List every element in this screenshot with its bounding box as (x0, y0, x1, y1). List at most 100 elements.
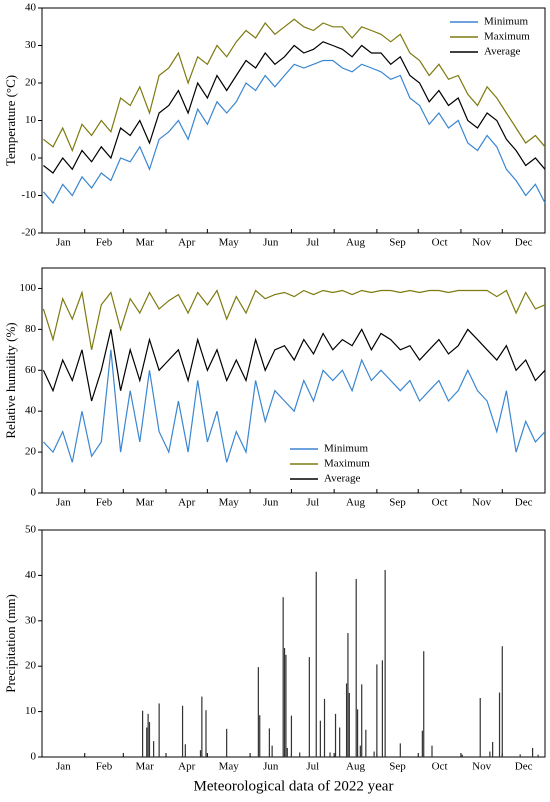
x-tick-label: Jan (56, 761, 71, 773)
y-tick-label: 0 (31, 751, 37, 763)
y-tick-label: 20 (25, 446, 37, 458)
bar (489, 751, 491, 757)
y-tick-label: -20 (21, 227, 36, 239)
y-tick-label: 60 (25, 364, 37, 376)
x-tick-label: Aug (346, 761, 365, 773)
x-tick-label: Sep (389, 761, 406, 773)
bar (384, 569, 386, 757)
bar (226, 728, 228, 757)
series-line (42, 349, 546, 463)
x-tick-label: Dec (515, 761, 533, 773)
x-tick-label: Dec (515, 237, 533, 249)
y-tick-label: 40 (25, 2, 37, 14)
series-line (42, 328, 546, 402)
bar (365, 729, 367, 757)
bar (181, 705, 184, 757)
x-tick-label: Feb (96, 761, 113, 773)
bar (347, 633, 349, 757)
legend-label: Maximum (484, 31, 530, 43)
series-line (42, 289, 546, 350)
x-tick-label: Jan (56, 497, 71, 509)
x-tick-label: Dec (515, 497, 533, 509)
bar (290, 715, 293, 757)
x-tick-label: Jul (306, 497, 319, 509)
x-tick-label: Jun (263, 237, 279, 249)
bar (498, 692, 501, 757)
bar (479, 697, 481, 757)
bar (285, 654, 287, 757)
y-tick-label: 10 (25, 705, 37, 717)
x-tick-label: Sep (389, 497, 406, 509)
y-axis-label: Relative humidity (%) (3, 322, 18, 438)
x-tick-label: Feb (96, 237, 113, 249)
legend-label: Maximum (324, 458, 370, 470)
bar (199, 750, 202, 757)
x-tick-label: Mar (136, 497, 155, 509)
bar (308, 657, 310, 757)
x-tick-label: Oct (432, 761, 448, 773)
x-tick-label: Feb (96, 497, 113, 509)
bar (519, 754, 521, 757)
legend-label: Minimum (484, 16, 528, 28)
y-tick-label: 0 (31, 487, 37, 499)
x-tick-label: Jul (306, 761, 319, 773)
bar (492, 742, 494, 757)
bar (148, 722, 151, 757)
bar (356, 709, 359, 757)
y-tick-label: 20 (25, 77, 37, 89)
bar (399, 743, 401, 757)
x-tick-label: Jun (263, 497, 279, 509)
legend-label: Average (324, 473, 361, 485)
bar (376, 664, 378, 757)
bar (423, 651, 425, 757)
bar (323, 698, 326, 757)
x-tick-label: May (219, 497, 240, 509)
bar (205, 710, 207, 757)
bar (271, 745, 273, 757)
bar (348, 692, 350, 757)
bar (146, 727, 148, 757)
bar (359, 745, 361, 757)
bar (299, 752, 301, 757)
x-tick-label: Mar (136, 237, 155, 249)
bar (315, 571, 317, 757)
plot-frame (41, 529, 546, 758)
x-tick-label: Apr (178, 497, 195, 509)
x-tick-label: Aug (346, 237, 365, 249)
y-axis-label: Precipitation (mm) (3, 594, 18, 693)
bar (147, 713, 149, 757)
bar (201, 696, 203, 757)
x-tick-label: Nov (472, 497, 491, 509)
y-tick-label: 50 (25, 524, 37, 536)
legend-label: Minimum (324, 443, 368, 455)
bar (345, 683, 348, 757)
y-tick-label: 100 (20, 282, 37, 294)
bar (184, 744, 186, 757)
x-tick-label: Aug (346, 497, 365, 509)
series-line (43, 41, 546, 174)
y-tick-label: 30 (25, 614, 37, 626)
bar (501, 646, 503, 757)
bar (257, 667, 259, 757)
x-tick-label: Nov (472, 761, 491, 773)
y-tick-label: 40 (25, 569, 37, 581)
y-tick-label: 30 (25, 39, 37, 51)
y-tick-label: 80 (25, 323, 37, 335)
x-tick-label: May (219, 237, 240, 249)
bar (431, 745, 433, 757)
x-tick-label: Oct (432, 237, 448, 249)
bar (286, 747, 288, 757)
bar (329, 752, 331, 757)
x-tick-label: Jul (306, 237, 319, 249)
bar (153, 741, 155, 757)
y-tick-label: 20 (25, 660, 37, 672)
legend-label: Average (484, 46, 521, 58)
bar (319, 720, 321, 757)
x-axis-label: Meteorological data of 2022 year (194, 778, 394, 794)
x-tick-label: Mar (136, 761, 155, 773)
bar (537, 754, 539, 757)
y-axis-label: Temperature (°C) (3, 75, 18, 166)
x-tick-label: Apr (178, 237, 195, 249)
x-tick-label: Nov (472, 237, 491, 249)
